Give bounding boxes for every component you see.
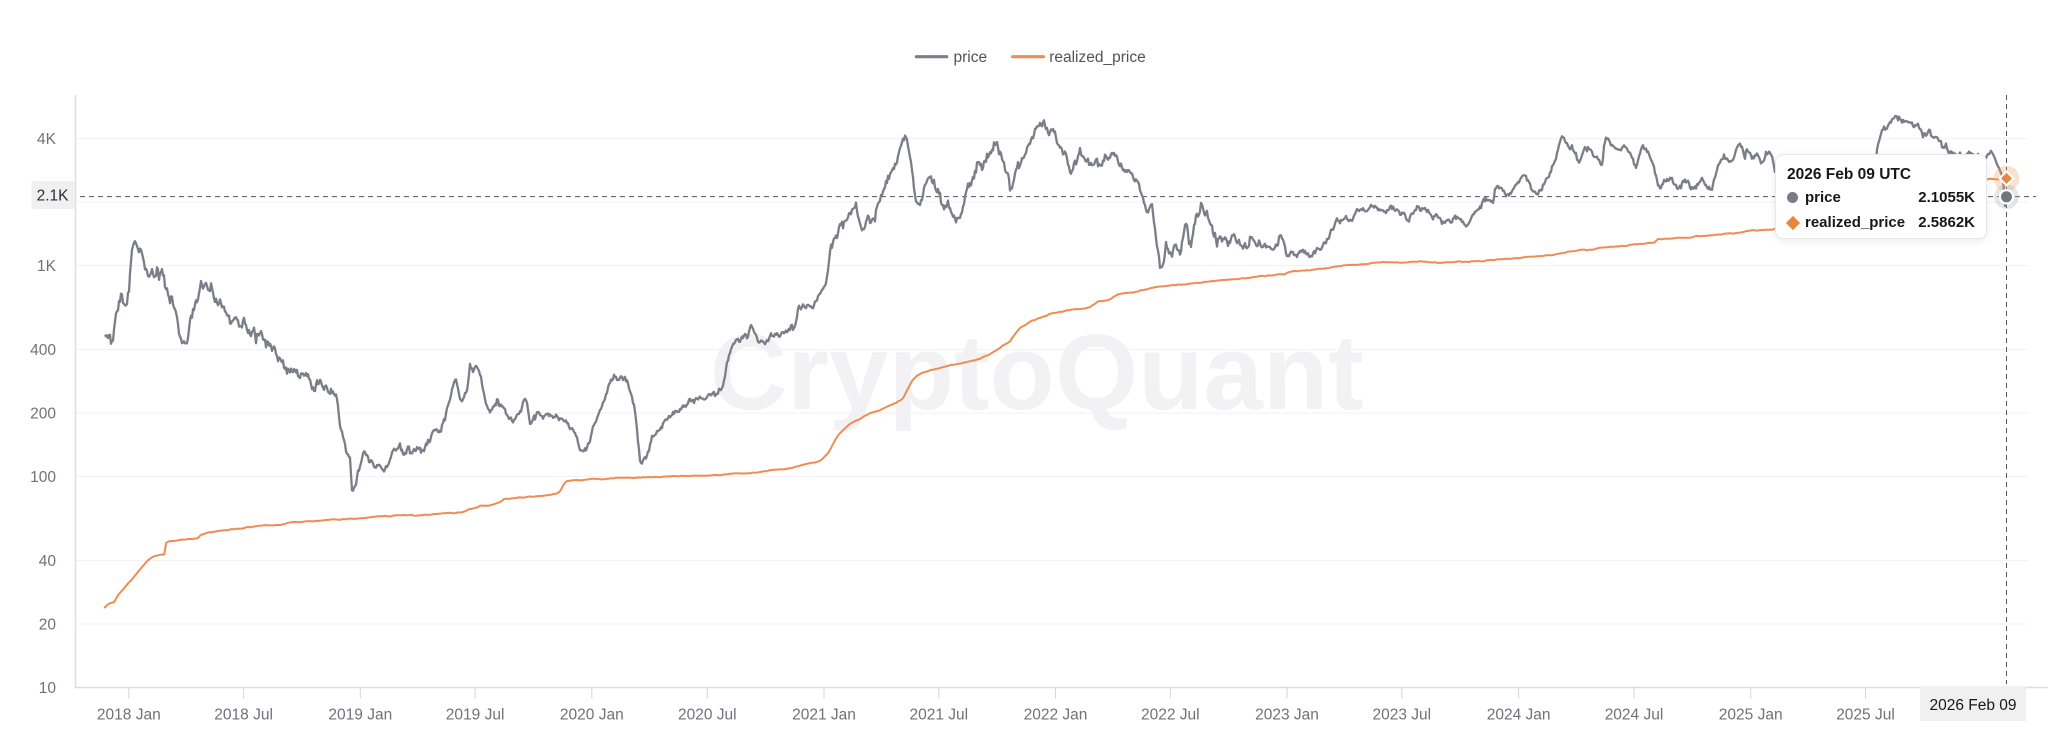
svg-text:2022 Jan: 2022 Jan (1024, 707, 1088, 724)
svg-text:2025 Jul: 2025 Jul (1836, 707, 1895, 724)
svg-text:40: 40 (39, 553, 57, 570)
svg-text:400: 400 (30, 342, 56, 359)
svg-text:2023 Jul: 2023 Jul (1372, 707, 1431, 724)
svg-text:1K: 1K (37, 258, 57, 275)
svg-text:2025 Jan: 2025 Jan (1719, 707, 1783, 724)
svg-text:4K: 4K (37, 131, 57, 148)
svg-text:2019 Jan: 2019 Jan (328, 707, 392, 724)
svg-text:2018 Jan: 2018 Jan (97, 707, 161, 724)
svg-text:2.1K: 2.1K (37, 188, 70, 205)
svg-text:2024 Jan: 2024 Jan (1487, 707, 1551, 724)
svg-text:2023 Jan: 2023 Jan (1255, 707, 1319, 724)
svg-text:realized_price: realized_price (1049, 49, 1146, 66)
svg-text:2019 Jul: 2019 Jul (446, 707, 505, 724)
svg-text:2021 Jan: 2021 Jan (792, 707, 856, 724)
svg-text:2022 Jul: 2022 Jul (1141, 707, 1200, 724)
svg-text:price: price (954, 49, 988, 66)
svg-text:200: 200 (30, 406, 56, 423)
svg-text:10: 10 (39, 680, 57, 697)
svg-text:CryptoQuant: CryptoQuant (710, 312, 1364, 432)
svg-text:20: 20 (39, 617, 57, 634)
svg-text:2018 Jul: 2018 Jul (214, 707, 273, 724)
svg-text:2020 Jul: 2020 Jul (678, 707, 737, 724)
svg-text:2020 Jan: 2020 Jan (560, 707, 624, 724)
svg-text:2021 Jul: 2021 Jul (909, 707, 968, 724)
svg-text:100: 100 (30, 469, 56, 486)
svg-text:2024 Jul: 2024 Jul (1605, 707, 1664, 724)
svg-text:2026 Feb 09: 2026 Feb 09 (1929, 697, 2016, 714)
